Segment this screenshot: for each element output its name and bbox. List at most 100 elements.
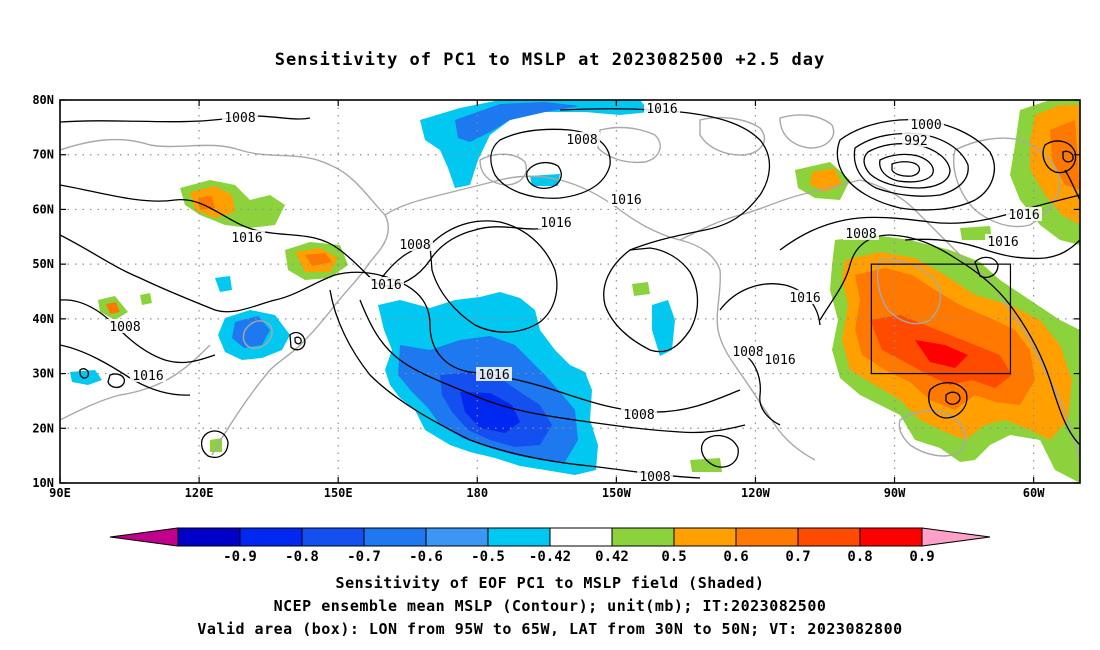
lon-tick-label: 150E (324, 486, 353, 500)
pos-region-okhotsk-red (305, 253, 332, 266)
contour-label-bg (621, 407, 657, 421)
contour-label-bg (1006, 207, 1042, 221)
colorbar-bin (611, 527, 675, 547)
colorbar-label: -0.5 (471, 549, 505, 565)
colorbar-label: 0.9 (909, 549, 934, 565)
sensitivity-shading (70, 100, 1080, 483)
colorbar-low-arrow (109, 527, 179, 547)
contour-label-bg (538, 215, 574, 229)
lon-tick-label: 120W (741, 486, 771, 500)
contour-label-bg (644, 101, 680, 115)
colorbar-bin (797, 527, 861, 547)
contour-label: 1016 (1008, 208, 1039, 223)
colorbar-label: -0.9 (223, 549, 257, 565)
lat-tick-label: 40N (32, 312, 54, 326)
contour-label: 1016 (370, 278, 401, 293)
colorbar-bin (301, 527, 365, 547)
contour-label-bg (368, 277, 404, 291)
neg-region-strongest (460, 392, 520, 433)
contour-label-bg (843, 226, 879, 240)
neg-region-small-3 (215, 276, 232, 292)
contour-label: 992 (904, 134, 927, 149)
contour-label-bg (564, 132, 600, 146)
lat-tick-label: 30N (32, 367, 54, 381)
colorbar-bin (363, 527, 427, 547)
contour-label: 1008 (623, 408, 654, 423)
contour-label: 1016 (987, 235, 1018, 250)
contour-label-bg (107, 319, 143, 333)
colorbar-label: -0.8 (285, 549, 319, 565)
contour-label-bg (787, 290, 823, 304)
contour-label: 1008 (732, 345, 763, 360)
caption-line-3: Valid area (box): LON from 95W to 65W, L… (197, 620, 903, 638)
colorbar-bin (177, 527, 241, 547)
caption-line-2: NCEP ensemble mean MSLP (Contour); unit(… (273, 597, 827, 615)
contour-label: 1016 (540, 216, 571, 231)
neg-region-japan-core (232, 316, 270, 348)
contour-label-bg (730, 344, 766, 358)
colorbar-label: 0.42 (595, 549, 629, 565)
contour-label-bg (762, 352, 798, 366)
pos-region-north-america-redcore (915, 340, 968, 368)
contour-label: 1000 (910, 118, 941, 133)
colorbar-bin (735, 527, 799, 547)
colorbar-bin (425, 527, 489, 547)
lon-tick-label: 180 (466, 486, 488, 500)
contour-label: 1008 (399, 238, 430, 253)
pos-region-small-4 (690, 458, 722, 472)
colorbar-label: -0.7 (347, 549, 381, 565)
lon-tick-label: 90W (884, 486, 906, 500)
colorbar-label: -0.6 (409, 549, 443, 565)
contour-label: 1008 (566, 133, 597, 148)
pos-region-small-5 (960, 226, 992, 240)
mslp-contours (60, 108, 1080, 479)
lon-tick-label: 60W (1023, 486, 1045, 500)
map-grid (60, 100, 1080, 483)
lat-tick-label: 50N (32, 257, 54, 271)
lat-tick-label: 20N (32, 421, 54, 435)
map-title: Sensitivity of PC1 to MSLP at 2023082500… (274, 50, 826, 70)
valid-area-box (870, 263, 1012, 375)
colorbar-bin (673, 527, 737, 547)
contour-label-bg (130, 368, 166, 382)
contour-label: 1016 (610, 193, 641, 208)
lon-tick-label: 150W (602, 486, 632, 500)
colorbar-label: 0.8 (847, 549, 872, 565)
contour-label-bg (902, 133, 930, 147)
contour-label-bg (637, 469, 673, 483)
neg-region-small-1 (652, 300, 675, 356)
colorbar-label: 0.6 (723, 549, 748, 565)
contour-label-bg (222, 110, 258, 124)
pos-region-small-6 (140, 293, 152, 305)
lat-tick-label: 70N (32, 148, 54, 162)
pos-region-small-3 (632, 282, 650, 296)
lat-tick-label: 80N (32, 93, 54, 107)
contour-label-bg (397, 237, 433, 251)
contour-label: 1008 (845, 227, 876, 242)
contour-label-bg (476, 367, 512, 381)
colorbar-bin (549, 527, 613, 547)
colorbar: -0.9 -0.8 -0.7 -0.6 -0.5 -0.42 0.42 0.5 0.6 0.7 0.… (109, 527, 991, 565)
contour-label: 1016 (132, 369, 163, 384)
pos-region-siberia-red (198, 196, 215, 210)
pos-region-small-2 (106, 302, 120, 314)
contour-label: 1016 (789, 291, 820, 306)
caption-line-1: Sensitivity of EOF PC1 to MSLP field (Sh… (335, 574, 765, 592)
colorbar-bin (239, 527, 303, 547)
contour-label: 1008 (639, 470, 670, 485)
colorbar-label: 0.7 (785, 549, 810, 565)
map-frame (59, 99, 1081, 484)
lon-tick-label: 120E (185, 486, 214, 500)
contour-label: 1016 (764, 353, 795, 368)
lat-tick-label: 60N (32, 202, 54, 216)
contour-label: 1016 (478, 368, 509, 383)
colorbar-high-arrow (921, 527, 991, 547)
contour-label-bg (608, 192, 644, 206)
lon-tick-label: 90E (49, 486, 71, 500)
neg-region-arctic-core (455, 102, 580, 142)
colorbar-label: 0.5 (661, 549, 686, 565)
contour-label: 1008 (224, 111, 255, 126)
colorbar-bin (487, 527, 551, 547)
colorbar-bin (859, 527, 923, 547)
